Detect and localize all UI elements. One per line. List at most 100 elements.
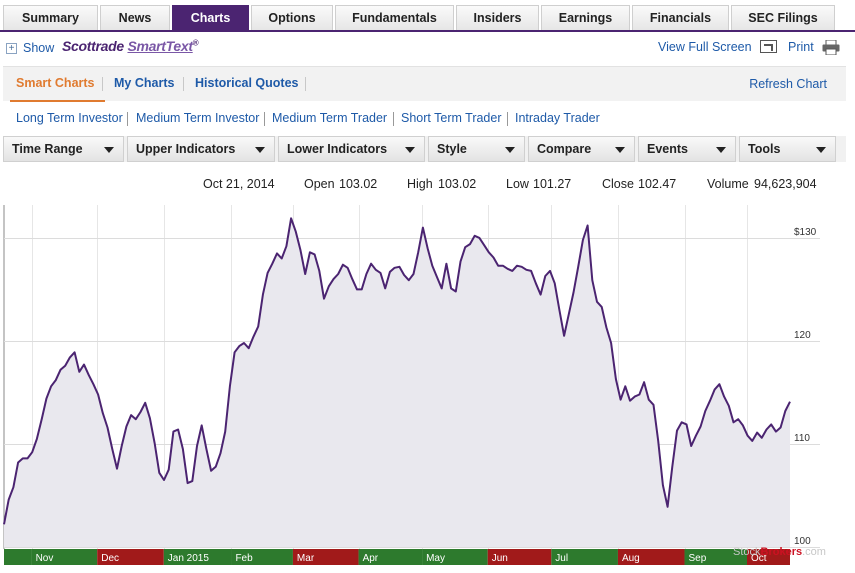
brand-mark: ® <box>192 38 199 48</box>
print-link[interactable]: Print <box>788 40 814 54</box>
top-tab-bar: Summary News Charts Options Fundamentals… <box>0 0 855 33</box>
chart-options-bar: Time Range Upper Indicators Lower Indica… <box>3 136 846 162</box>
scottrade-smarttext-logo[interactable]: Scottrade SmartText® <box>62 38 199 54</box>
quote-volume-label: Volume <box>707 177 749 191</box>
tab-financials[interactable]: Financials <box>632 5 729 30</box>
dropdown-label: Events <box>647 142 688 156</box>
price-area-fill <box>4 218 790 548</box>
month-band <box>97 549 164 565</box>
chart-subnav: Smart Charts My Charts Historical Quotes… <box>3 66 846 102</box>
month-band <box>163 549 232 565</box>
dropdown-label: Compare <box>537 142 592 156</box>
caret-down-icon <box>255 147 265 153</box>
preset-divider <box>127 112 128 126</box>
preset-medium-term-investor[interactable]: Medium Term Investor <box>136 111 260 125</box>
y-tick-label: 100 <box>794 536 811 547</box>
tab-underline <box>0 30 855 32</box>
caret-down-icon <box>505 147 515 153</box>
quote-date: Oct 21, 2014 <box>203 177 275 191</box>
month-band <box>292 549 359 565</box>
printer-icon[interactable] <box>822 40 840 55</box>
caret-down-icon <box>615 147 625 153</box>
month-band <box>487 549 552 565</box>
watermark-prefix: Stock <box>733 546 761 558</box>
subnav-divider <box>305 77 306 91</box>
quote-open-value: 103.02 <box>339 177 378 191</box>
price-chart[interactable]: 100 110 120 $130 Nov Dec Jan 2015 Feb Mar Apr May J… <box>0 205 855 569</box>
subnav-divider <box>102 77 103 91</box>
y-tick-label: 110 <box>794 433 810 444</box>
quote-high-value: 103.02 <box>438 177 477 191</box>
month-band <box>4 549 32 565</box>
month-label: Apr <box>363 553 379 564</box>
preset-intraday-trader[interactable]: Intraday Trader <box>515 111 600 125</box>
month-label: Feb <box>235 553 253 564</box>
subnav-divider <box>183 77 184 91</box>
month-band <box>31 549 98 565</box>
show-link[interactable]: Show <box>23 41 55 55</box>
lower-indicators-dropdown[interactable]: Lower Indicators <box>278 136 425 162</box>
quote-low-value: 101.27 <box>533 177 572 191</box>
quote-volume-value: 94,623,904 <box>754 177 817 191</box>
dropdown-label: Lower Indicators <box>287 142 388 156</box>
dropdown-label: Style <box>437 142 467 156</box>
refresh-chart-link[interactable]: Refresh Chart <box>749 77 827 91</box>
tab-earnings[interactable]: Earnings <box>541 5 630 30</box>
subtab-active-indicator <box>10 100 105 102</box>
month-label: Mar <box>297 553 315 564</box>
month-band <box>358 549 423 565</box>
month-band <box>422 549 488 565</box>
preset-long-term-investor[interactable]: Long Term Investor <box>16 111 123 125</box>
quote-low-label: Low <box>506 177 529 191</box>
toolbar-row: + Show Scottrade SmartText® View Full Sc… <box>0 32 855 66</box>
month-label: Aug <box>622 553 640 564</box>
month-band <box>617 549 685 565</box>
style-dropdown[interactable]: Style <box>428 136 525 162</box>
time-range-dropdown[interactable]: Time Range <box>3 136 124 162</box>
quote-high-label: High <box>407 177 433 191</box>
tab-fundamentals[interactable]: Fundamentals <box>335 5 454 30</box>
caret-down-icon <box>716 147 726 153</box>
caret-down-icon <box>104 147 114 153</box>
month-label: Jun <box>492 553 508 564</box>
month-label: Nov <box>36 553 54 564</box>
tab-news[interactable]: News <box>100 5 170 30</box>
brand-sub: SmartText <box>127 38 193 54</box>
events-dropdown[interactable]: Events <box>638 136 736 162</box>
tab-sec-filings[interactable]: SEC Filings <box>731 5 835 30</box>
month-label: Oct <box>751 553 767 564</box>
stockbrokers-watermark: StockBrokers.com <box>733 546 826 558</box>
price-line[interactable] <box>3 217 791 525</box>
month-band <box>684 549 748 565</box>
month-band <box>747 549 790 565</box>
tab-insiders[interactable]: Insiders <box>456 5 539 30</box>
preset-row: Long Term Investor Medium Term Investor … <box>0 103 855 133</box>
preset-short-term-trader[interactable]: Short Term Trader <box>401 111 502 125</box>
expand-plus-icon[interactable]: + <box>6 43 17 54</box>
tab-charts[interactable]: Charts <box>172 5 249 30</box>
month-band <box>231 549 293 565</box>
view-full-screen-link[interactable]: View Full Screen <box>658 40 752 54</box>
fullscreen-icon[interactable] <box>760 40 777 53</box>
month-label: Dec <box>101 553 119 564</box>
caret-down-icon <box>405 147 415 153</box>
tab-options[interactable]: Options <box>251 5 333 30</box>
subtab-historical-quotes[interactable]: Historical Quotes <box>195 76 299 90</box>
dropdown-label: Time Range <box>12 142 83 156</box>
quote-close-label: Close <box>602 177 634 191</box>
preset-divider <box>507 112 508 126</box>
preset-divider <box>393 112 394 126</box>
preset-divider <box>264 112 265 126</box>
preset-medium-term-trader[interactable]: Medium Term Trader <box>272 111 388 125</box>
dropdown-label: Upper Indicators <box>136 142 236 156</box>
upper-indicators-dropdown[interactable]: Upper Indicators <box>127 136 275 162</box>
dropdown-label: Tools <box>748 142 781 156</box>
month-label: May <box>426 553 445 564</box>
tools-dropdown[interactable]: Tools <box>739 136 836 162</box>
brand-main: Scottrade <box>62 38 124 54</box>
subtab-smart-charts[interactable]: Smart Charts <box>16 76 95 90</box>
compare-dropdown[interactable]: Compare <box>528 136 635 162</box>
quote-close-value: 102.47 <box>638 177 677 191</box>
tab-summary[interactable]: Summary <box>3 5 98 30</box>
subtab-my-charts[interactable]: My Charts <box>114 76 175 90</box>
